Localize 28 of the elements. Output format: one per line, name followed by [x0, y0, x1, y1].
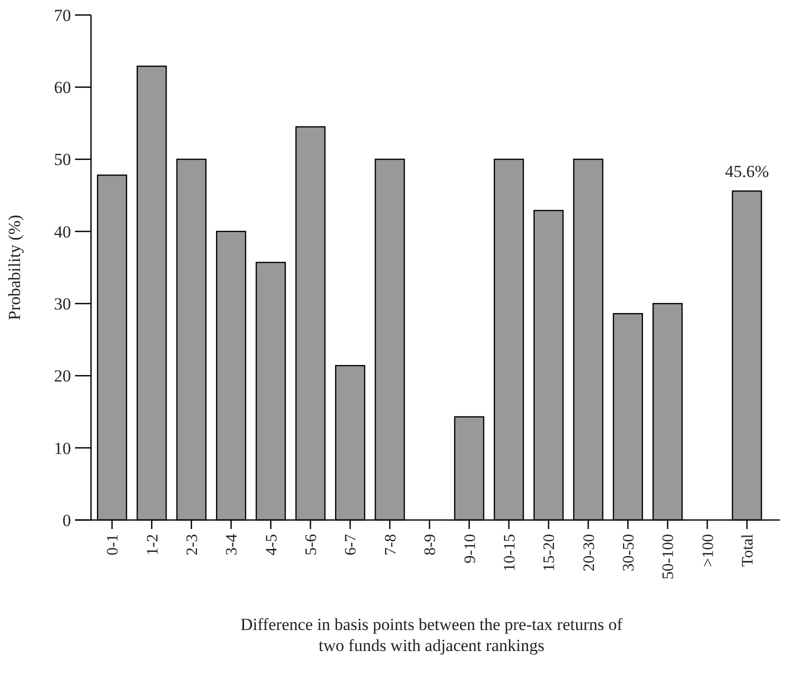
y-tick-label: 50	[54, 150, 71, 170]
x-tick-label: 15-20	[541, 534, 558, 572]
x-tick-label: 30-50	[620, 534, 638, 572]
x-tick-label: 2-3	[184, 534, 202, 556]
y-tick-label: 20	[54, 366, 71, 386]
x-tick-label: 9-10	[462, 534, 479, 564]
x-axis-title: Difference in basis points between the pre-tax returns of two funds with adjacent rankings	[240, 615, 623, 655]
x-tick-label: 1-2	[144, 534, 162, 556]
x-tick-label: 3-4	[224, 534, 241, 556]
y-tick-label: 10	[54, 438, 71, 458]
x-tick-label: 6-7	[342, 534, 360, 556]
x-tick-label: 7-8	[382, 534, 400, 556]
x-tick-label: 4-5	[263, 534, 280, 556]
y-tick-label: 40	[54, 222, 71, 242]
y-tick-label: 70	[54, 6, 71, 25]
x-tick-label: 8-9	[422, 534, 440, 556]
x-tick-label: 20-30	[580, 534, 598, 572]
y-tick-label: 30	[54, 294, 71, 314]
x-tick-label: 10-15	[501, 534, 518, 572]
data-label: 45.6%	[725, 162, 769, 182]
y-axis-title: Probability (%)	[5, 214, 24, 320]
x-tick-label: >100	[700, 534, 717, 568]
x-tick-label: 50-100	[660, 534, 678, 580]
x-tick-label: 0-1	[104, 534, 122, 556]
y-tick-label: 60	[54, 78, 71, 98]
x-tick-label: 5-6	[303, 534, 320, 556]
x-tick-label: Total	[740, 533, 757, 567]
y-tick-label: 0	[62, 510, 71, 530]
